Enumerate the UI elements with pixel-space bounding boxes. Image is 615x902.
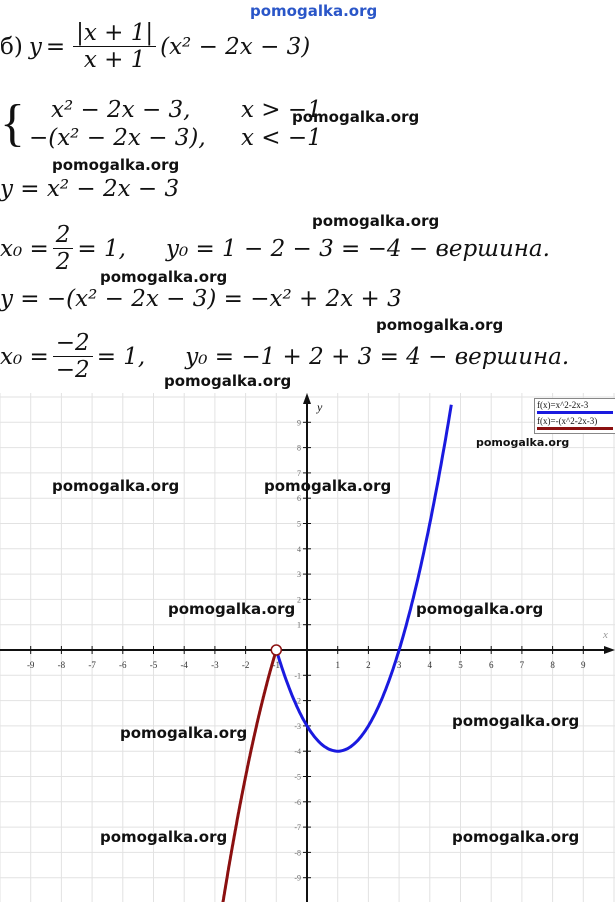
watermark: pomogalka.org	[452, 712, 580, 730]
y-tick-label: 7	[297, 469, 301, 478]
x-tick-label: -5	[150, 660, 158, 670]
legend-item-red: f(x)=-(x^2-2x-3)	[537, 416, 613, 430]
x-tick-label: -9	[27, 660, 35, 670]
y-tick-label: 3	[297, 570, 301, 579]
x-tick-label: 2	[366, 660, 371, 670]
y-tick-label: -3	[294, 722, 301, 731]
equation-branch-2: y = −(x² − 2x − 3) = −x² + 2x + 3	[0, 286, 402, 312]
series-curve	[274, 404, 453, 753]
y-tick-label: 8	[297, 444, 301, 453]
x0-value: = 1,	[96, 343, 146, 370]
equation-branch-1: y = x² − 2x − 3	[0, 176, 180, 202]
x-tick-label: -3	[211, 660, 219, 670]
watermark: pomogalka.org	[120, 724, 248, 742]
case-1-cond: x > −1	[240, 97, 322, 123]
y-tick-label: -5	[294, 773, 301, 782]
y-tick-label: -2	[294, 697, 301, 706]
x-tick-label: 5	[458, 660, 463, 670]
equals: =	[45, 33, 66, 60]
numerator: |x + 1|	[73, 20, 157, 47]
y-tick-label: -8	[294, 848, 301, 857]
fraction: −2 −2	[52, 330, 93, 383]
y-tick-label: 9	[297, 418, 301, 427]
watermark: pomogalka.org	[452, 828, 580, 846]
y-tick-label: 4	[297, 545, 301, 554]
denominator: 2	[55, 249, 71, 275]
x-tick-label: 7	[520, 660, 525, 670]
piecewise-system: { x² − 2x − 3, x > −1 −(x² − 2x − 3), x < …	[0, 96, 322, 152]
x-tick-label: 9	[581, 660, 586, 670]
x-tick-label: 1	[335, 660, 340, 670]
x-tick-label: -7	[88, 660, 96, 670]
y0-value: y₀ = −1 + 2 + 3 = 4 − вершина.	[185, 343, 570, 370]
x-tick-label: -8	[58, 660, 66, 670]
y-tick-label: 2	[297, 595, 301, 604]
watermark: pomogalka.org	[312, 212, 440, 230]
part-label: б)	[0, 33, 23, 60]
factor: (x² − 2x − 3)	[160, 33, 311, 60]
x-axis-arrow	[604, 646, 615, 654]
watermark: pomogalka.org	[52, 477, 180, 495]
watermark: pomogalka.org	[164, 372, 292, 390]
y-tick-label: -4	[294, 747, 301, 756]
x0-label: x₀ =	[0, 235, 49, 262]
y-tick-label: 1	[297, 621, 301, 630]
chart-legend: f(x)=x^2-2x-3 f(x)=-(x^2-2x-3)	[534, 398, 615, 434]
brace: {	[0, 95, 25, 152]
y-tick-label: 6	[297, 494, 301, 503]
fraction: |x + 1| x + 1	[73, 20, 157, 73]
y-axis-label: y	[316, 400, 323, 414]
denominator: −2	[55, 357, 90, 383]
case-2-expr: −(x² − 2x − 3),	[28, 125, 206, 151]
watermark: pomogalka.org	[476, 436, 570, 449]
watermark: pomogalka.org	[264, 477, 392, 495]
x-tick-label: -4	[180, 660, 188, 670]
y-tick-label: -1	[294, 671, 301, 680]
x-tick-label: -2	[242, 660, 250, 670]
case-1-expr: x² − 2x − 3,	[50, 97, 191, 123]
legend-item-blue: f(x)=x^2-2x-3	[537, 400, 613, 414]
x-axis-label: x	[602, 629, 608, 641]
x-tick-label: 3	[397, 660, 402, 670]
watermark: pomogalka.org	[100, 268, 228, 286]
x-tick-label: -6	[119, 660, 127, 670]
x-tick-label: 8	[550, 660, 555, 670]
watermark: pomogalka.org	[250, 2, 378, 20]
denominator: x + 1	[83, 47, 146, 73]
x-tick-label: 6	[489, 660, 494, 670]
x-tick-label: 4	[428, 660, 433, 670]
watermark: pomogalka.org	[100, 828, 228, 846]
watermark: pomogalka.org	[376, 316, 504, 334]
y-axis-arrow	[303, 393, 311, 404]
vertex-branch-2: x₀ = −2 −2 = 1, y₀ = −1 + 2 + 3 = 4 − вер…	[0, 330, 569, 383]
x-tick-label: -1	[273, 660, 281, 670]
case-2-cond: x < −1	[240, 125, 322, 151]
var-y: y	[28, 33, 42, 60]
x0-label: x₀ =	[0, 343, 49, 370]
numerator: 2	[52, 222, 74, 249]
function-graph: x y -9 -8 -7 -6 -5 -4 -3 -2 -1 1 2 3 4 5 6 7 8 9 -9 -8 -7 -6 -5 -…	[0, 393, 615, 902]
y-tick-label: 5	[297, 520, 301, 529]
y0-value: y₀ = 1 − 2 − 3 = −4 − вершина.	[165, 235, 550, 262]
equation-given: б) y = |x + 1| x + 1 (x² − 2x − 3)	[0, 20, 310, 73]
watermark: pomogalka.org	[292, 108, 420, 126]
open-point	[270, 644, 283, 656]
numerator: −2	[52, 330, 93, 357]
y-tick-label: -9	[294, 874, 301, 883]
watermark: pomogalka.org	[168, 600, 296, 618]
series-curve	[221, 649, 278, 902]
y-tick-label: -6	[294, 798, 301, 807]
watermark: pomogalka.org	[52, 156, 180, 174]
x0-value: = 1,	[77, 235, 126, 262]
y-tick-label: -7	[294, 823, 301, 832]
watermark: pomogalka.org	[416, 600, 544, 618]
